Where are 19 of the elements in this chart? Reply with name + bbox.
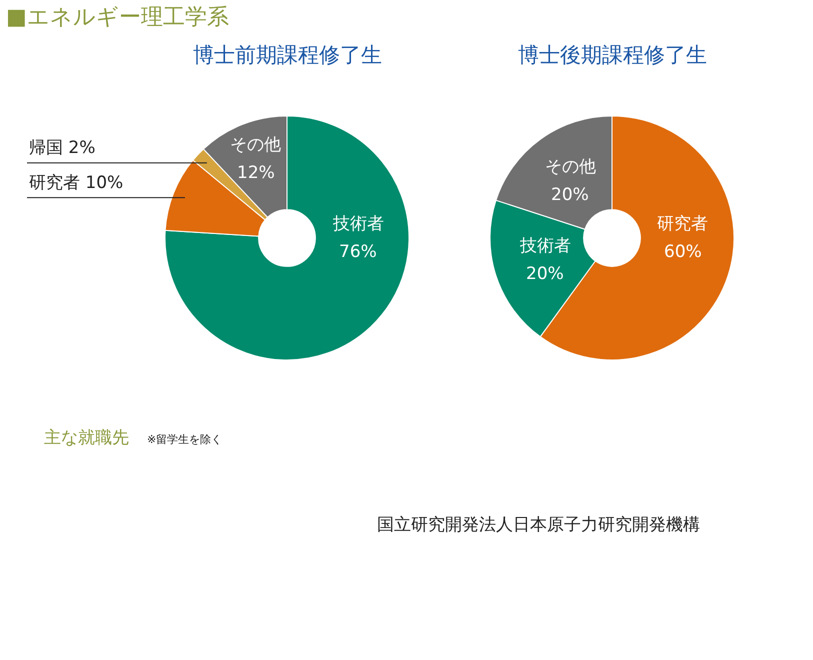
text: ※留学生を除く [147, 433, 222, 446]
data-label: 60% [664, 242, 702, 262]
slice-label: その他 [230, 135, 281, 155]
slice-label: 帰国 2% [29, 138, 96, 158]
text: ■エネルギー理工学系 [6, 5, 229, 30]
slice-label: 技術者 [519, 236, 571, 256]
donut-slice [164, 116, 410, 360]
data-label: 20% [526, 264, 564, 284]
data-label: 12% [237, 163, 275, 183]
text: 国立研究開発法人日本原子力研究開発機構 [377, 515, 700, 535]
chart-title: 博士後期課程修了生 [518, 43, 707, 67]
text: 主な就職先 [44, 428, 129, 448]
slice-label: 研究者 10% [29, 173, 124, 193]
slice-label: その他 [545, 157, 596, 177]
slice-label: 研究者 [657, 214, 708, 234]
data-label: 20% [551, 185, 589, 205]
data-label: 76% [339, 242, 377, 262]
chart-title: 博士前期課程修了生 [193, 43, 382, 67]
slice-label: 技術者 [332, 214, 384, 234]
